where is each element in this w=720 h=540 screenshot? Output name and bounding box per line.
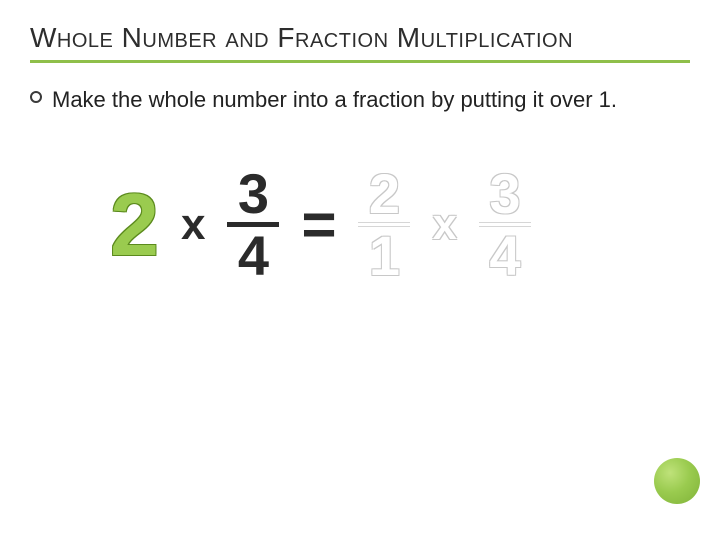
rhs-fraction-2-numerator: 3 <box>489 167 520 220</box>
lhs-fraction-denominator: 4 <box>238 229 269 282</box>
bullet-icon <box>30 91 42 103</box>
page-title: Whole Number and Fraction Multiplication <box>30 22 690 54</box>
rhs-fraction-1-numerator: 2 <box>369 167 400 220</box>
lhs-fraction: 3 4 <box>227 167 279 282</box>
lhs-fraction-numerator: 3 <box>238 167 269 220</box>
rhs-fraction-1-denominator: 1 <box>369 229 400 282</box>
title-underline <box>30 60 690 63</box>
rhs-fraction-1: 2 1 <box>358 167 410 282</box>
rhs-fraction-2-denominator: 4 <box>489 229 520 282</box>
lhs-whole: 2 <box>110 181 159 269</box>
bullet-row: Make the whole number into a fraction by… <box>30 85 690 115</box>
lhs-times: x <box>181 200 205 250</box>
slide: Whole Number and Fraction Multiplication… <box>0 0 720 540</box>
decorative-ball-icon <box>654 458 700 504</box>
body: Make the whole number into a fraction by… <box>30 85 690 282</box>
rhs-fraction-2: 3 4 <box>479 167 531 282</box>
equals-sign: = <box>301 190 336 259</box>
bullet-text: Make the whole number into a fraction by… <box>52 85 617 115</box>
rhs-times: x <box>432 200 456 250</box>
equation: 2 x 3 4 = 2 1 x 3 4 <box>110 167 690 282</box>
